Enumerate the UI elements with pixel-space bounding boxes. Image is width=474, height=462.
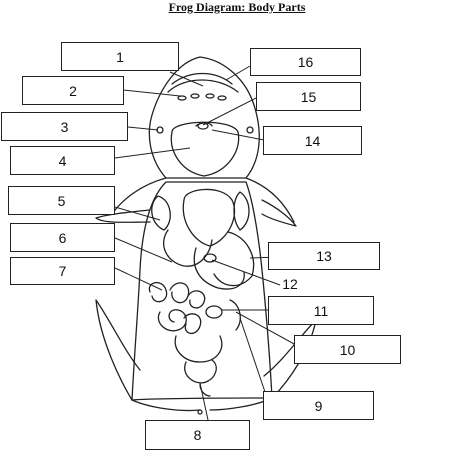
label-box-text: 16 <box>297 54 314 70</box>
label-box-15[interactable]: 15 <box>256 82 361 111</box>
label-box-text: 13 <box>316 248 332 264</box>
label-box-13[interactable]: 13 <box>268 242 380 270</box>
label-box-10[interactable]: 10 <box>294 335 401 364</box>
label-box-7[interactable]: 7 <box>10 257 115 285</box>
label-box-4[interactable]: 4 <box>10 146 115 175</box>
small-intestine <box>148 282 206 309</box>
label-box-text: 4 <box>58 152 67 169</box>
liver <box>163 229 213 267</box>
label-box-text: 11 <box>313 302 329 319</box>
label-box-text: 15 <box>300 88 317 105</box>
label-box-text: 6 <box>58 229 67 246</box>
label-box-text: 3 <box>60 118 69 135</box>
label-box-6[interactable]: 6 <box>10 223 115 252</box>
label-box-2[interactable]: 2 <box>22 76 124 105</box>
lung-left <box>151 195 171 231</box>
large-intestine <box>174 335 223 363</box>
left-hind-leg <box>95 299 141 401</box>
frog-head-outline <box>148 56 260 179</box>
label-box-text: 2 <box>69 82 77 99</box>
label-box-1[interactable]: 1 <box>61 42 179 71</box>
heart <box>182 188 236 247</box>
stomach <box>193 247 245 290</box>
label-box-text: 1 <box>116 48 124 65</box>
jaw-line <box>167 79 239 93</box>
bladder <box>184 359 217 384</box>
label-box-text: 12 <box>282 276 298 292</box>
leader-lines <box>114 65 307 421</box>
label-box-9[interactable]: 9 <box>263 391 374 420</box>
tongue <box>170 121 240 177</box>
label-box-14[interactable]: 14 <box>263 126 362 155</box>
label-box-text: 9 <box>314 397 323 414</box>
diagram-title: Frog Diagram: Body Parts <box>168 0 306 14</box>
right-front-leg <box>261 199 297 227</box>
label-box-16[interactable]: 16 <box>250 48 361 76</box>
label-box-12-text-only: 12 <box>270 274 310 294</box>
body-cavity <box>131 181 273 401</box>
label-box-text: 10 <box>339 341 356 358</box>
label-box-3[interactable]: 3 <box>1 112 128 141</box>
label-box-8[interactable]: 8 <box>145 420 250 450</box>
label-box-text: 5 <box>57 192 66 209</box>
label-box-text: 14 <box>304 132 321 149</box>
label-box-11[interactable]: 11 <box>268 296 374 325</box>
spleen <box>205 305 223 319</box>
lung-right <box>233 191 250 231</box>
label-box-text: 7 <box>58 263 67 279</box>
label-box-5[interactable]: 5 <box>8 186 115 215</box>
label-box-text: 8 <box>193 427 202 443</box>
